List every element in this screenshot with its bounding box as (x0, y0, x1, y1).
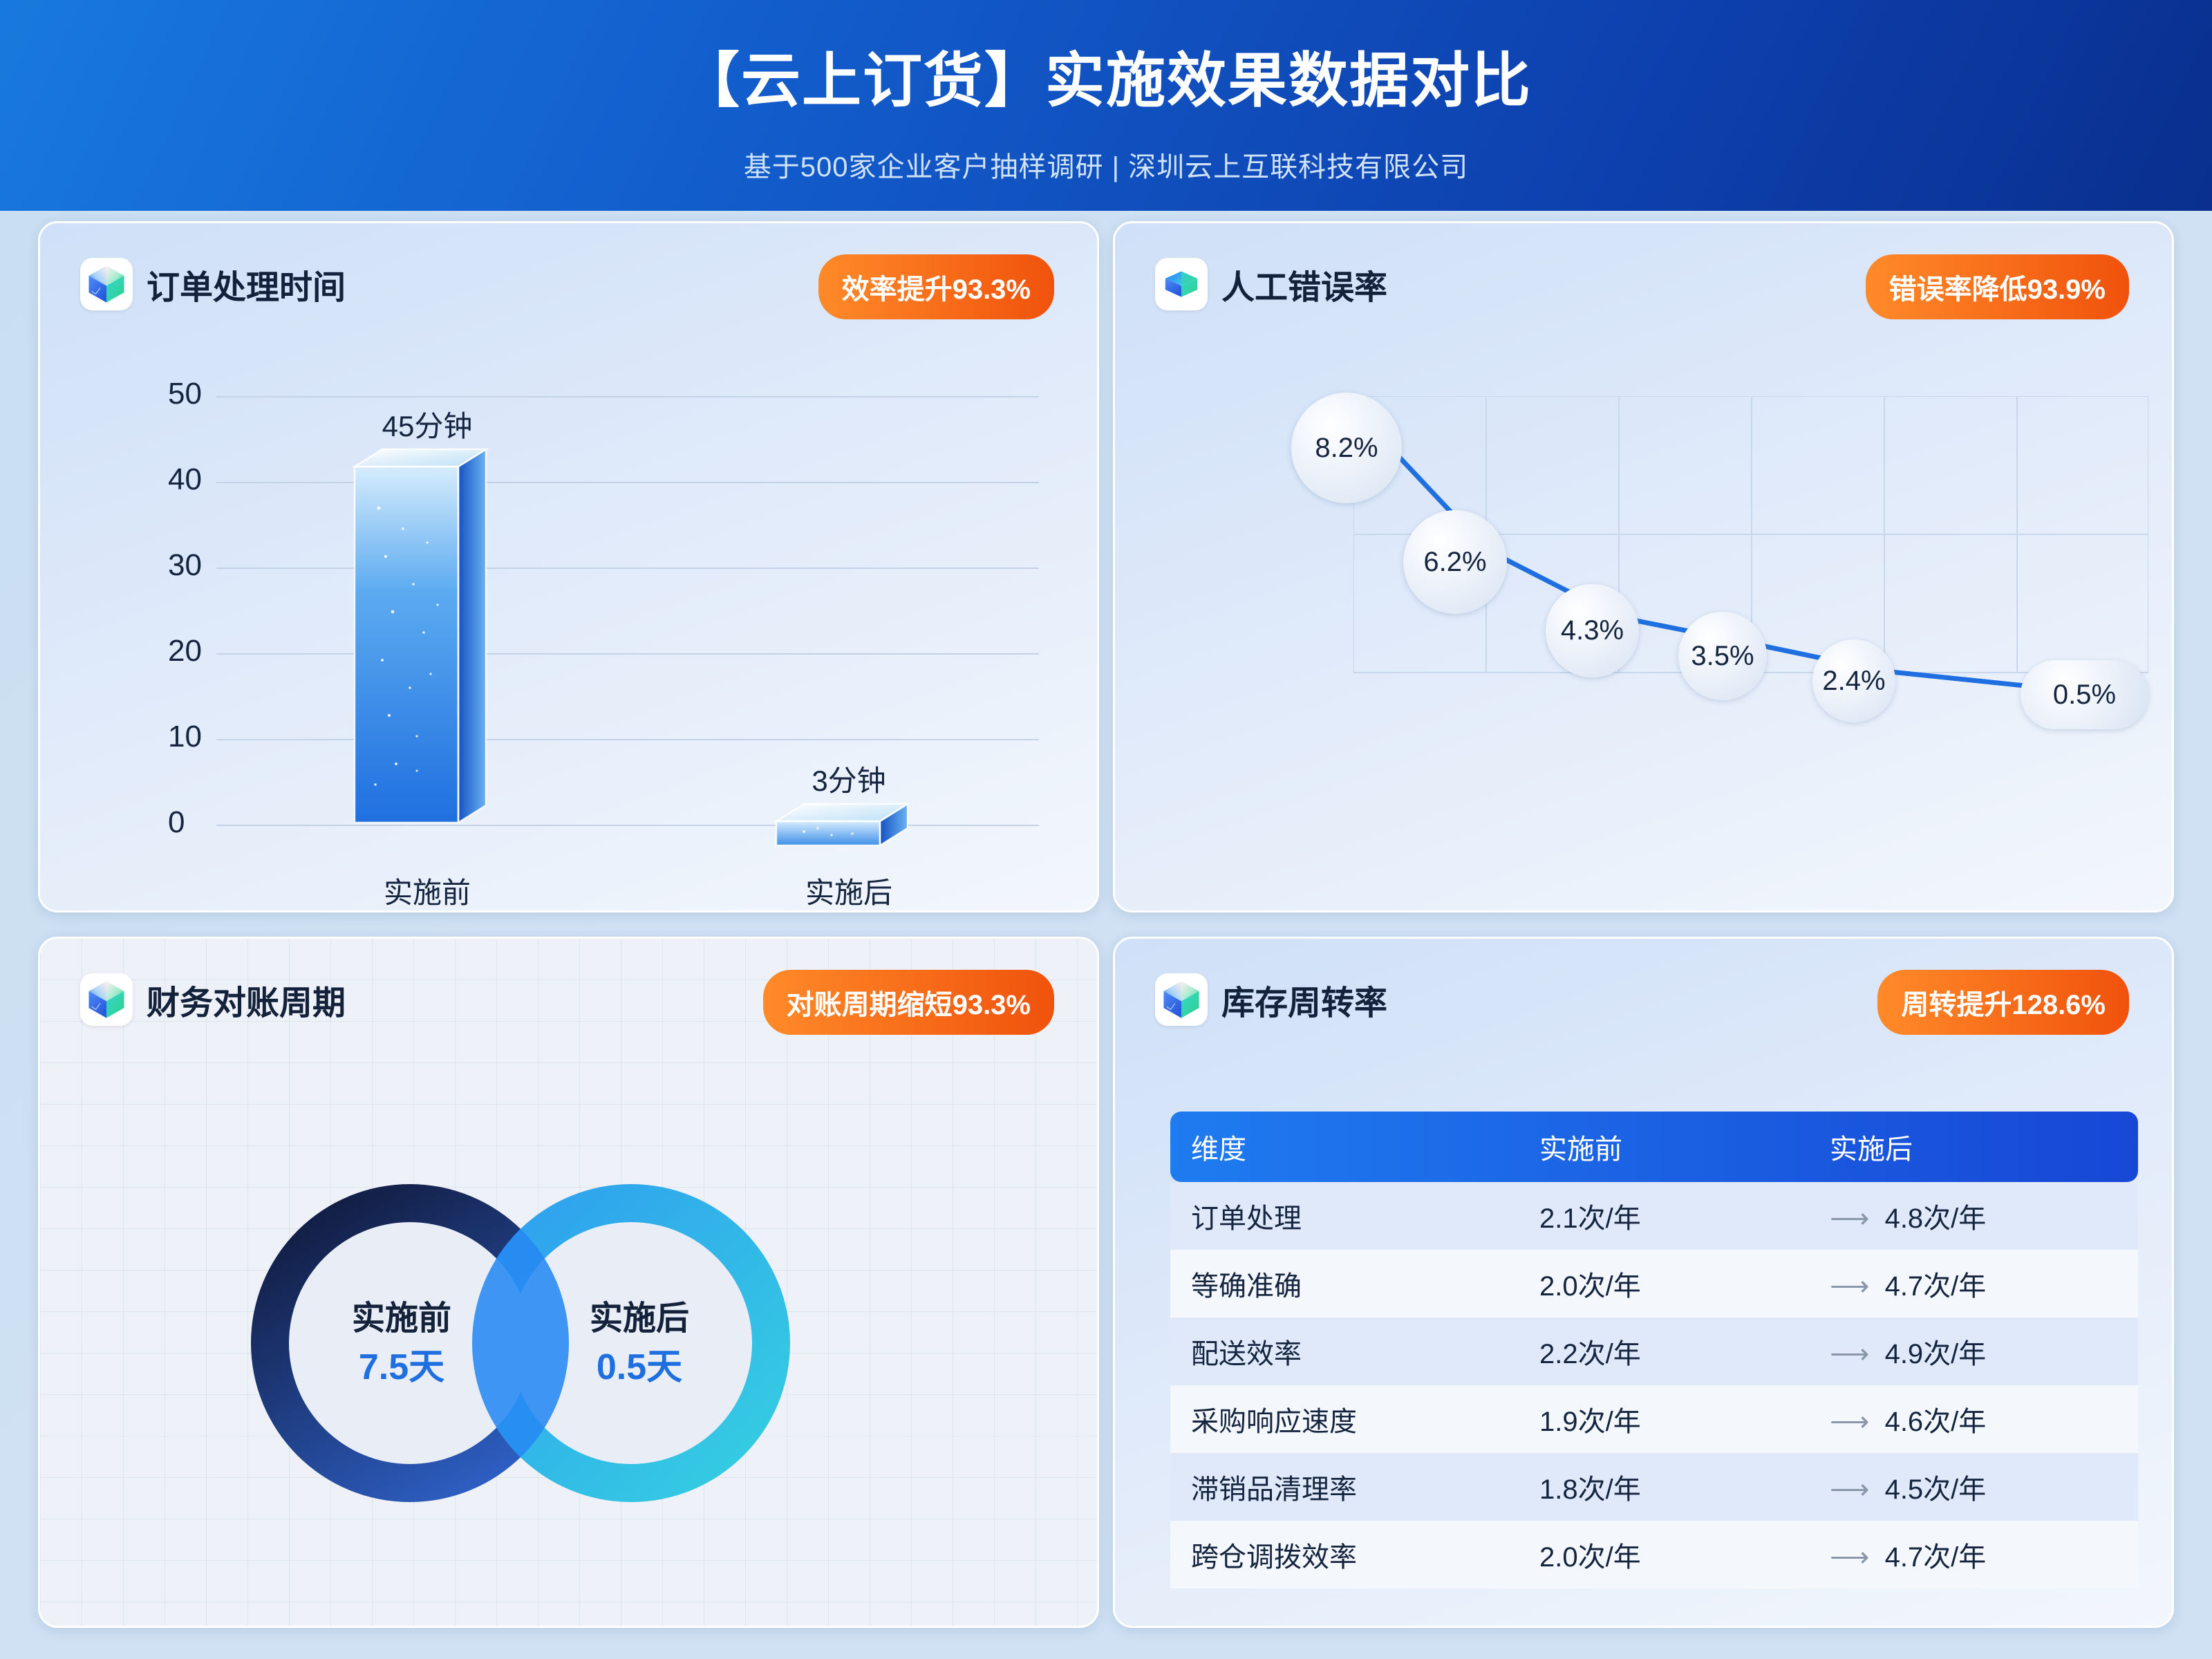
svg-text:7.5天: 7.5天 (359, 1347, 444, 1387)
svg-text:实施前: 实施前 (352, 1300, 451, 1337)
svg-text:0.5天: 0.5天 (597, 1347, 682, 1387)
svg-text:实施后: 实施后 (590, 1300, 689, 1337)
